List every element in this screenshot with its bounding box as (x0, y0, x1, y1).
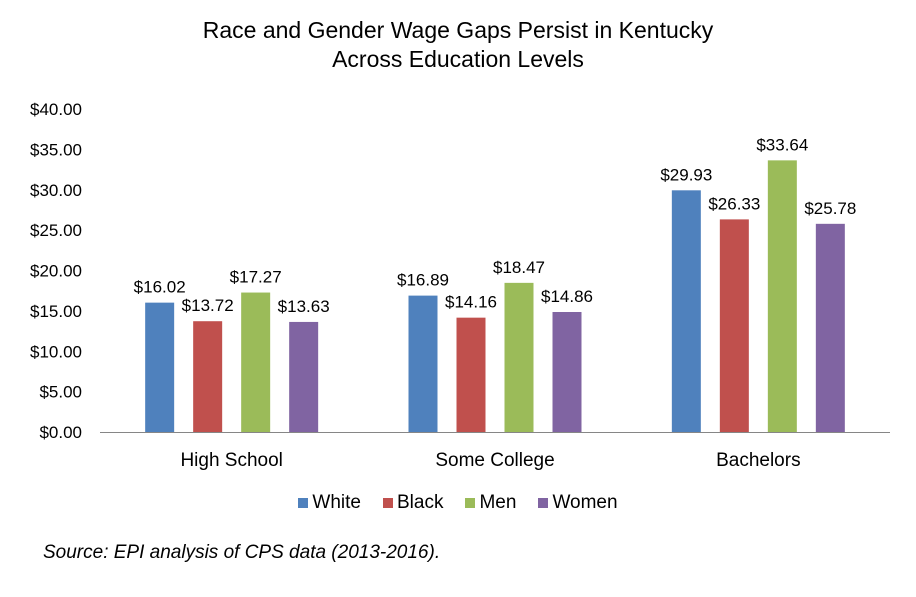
data-label: $13.72 (182, 296, 234, 315)
x-category-label: High School (180, 450, 282, 471)
y-tick-label: $10.00 (30, 342, 82, 361)
bar-men-some-college (504, 282, 534, 432)
data-label: $14.86 (541, 287, 593, 306)
legend-label-black: Black (397, 492, 444, 513)
legend-item-women: Women (538, 492, 618, 514)
y-tick-label: $20.00 (30, 262, 82, 281)
chart-title-line2: Across Education Levels (332, 46, 584, 72)
data-label: $14.16 (445, 293, 497, 312)
y-tick-label: $30.00 (30, 181, 82, 200)
legend-item-white: White (298, 492, 361, 514)
y-tick-label: $15.00 (30, 302, 82, 321)
bar-men-bachelors (767, 160, 797, 432)
legend-item-black: Black (383, 492, 443, 514)
x-category-label: Some College (435, 450, 554, 471)
y-tick-label: $25.00 (30, 221, 82, 240)
bar-white-bachelors (671, 190, 701, 432)
y-tick-label: $0.00 (39, 423, 82, 442)
bar-women-bachelors (815, 223, 845, 432)
legend-label-men: Men (479, 492, 517, 513)
bar-women-some-college (552, 312, 582, 432)
x-category-label: Bachelors (716, 450, 801, 471)
data-label: $29.93 (660, 165, 712, 184)
legend-label-white: White (312, 492, 361, 513)
bar-black-high-school (193, 321, 223, 432)
data-label: $25.78 (804, 199, 856, 218)
bar-white-high-school (145, 302, 175, 432)
bar-chart: $0.00 $5.00 $10.00 $15.00 $20.00 $25.00 $30.00… (30, 100, 890, 471)
bar-white-some-college (408, 295, 438, 432)
y-tick-label: $40.00 (30, 100, 82, 119)
legend-item-men: Men (465, 492, 516, 514)
y-tick-label: $5.00 (39, 383, 82, 402)
chart-title-line1: Race and Gender Wage Gaps Persist in Ken… (202, 17, 714, 43)
data-label: $18.47 (493, 258, 545, 277)
data-label: $17.27 (230, 268, 282, 287)
legend-label-women: Women (552, 492, 618, 513)
data-label: $33.64 (756, 135, 808, 154)
bar-men-high-school (241, 292, 271, 432)
data-label: $13.63 (278, 297, 330, 316)
legend-swatch-black (383, 498, 393, 508)
legend-swatch-women (538, 498, 549, 508)
data-label: $26.33 (708, 194, 760, 213)
source-note: Source: EPI analysis of CPS data (2013-2… (43, 542, 441, 563)
data-label: $16.02 (134, 278, 186, 297)
bar-black-bachelors (719, 219, 749, 432)
chart-title: Race and Gender Wage Gaps Persist in Ken… (0, 16, 916, 74)
data-label: $16.89 (397, 271, 449, 290)
y-tick-label: $35.00 (30, 140, 82, 159)
legend: White Black Men Women (0, 492, 916, 514)
bar-women-high-school (289, 321, 319, 432)
legend-swatch-white (298, 498, 309, 508)
bar-black-some-college (456, 317, 486, 432)
legend-swatch-men (465, 498, 476, 508)
